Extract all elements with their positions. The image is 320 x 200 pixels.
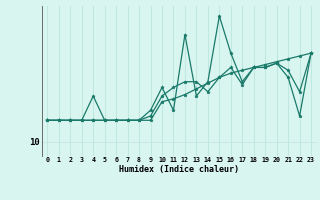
X-axis label: Humidex (Indice chaleur): Humidex (Indice chaleur) (119, 165, 239, 174)
